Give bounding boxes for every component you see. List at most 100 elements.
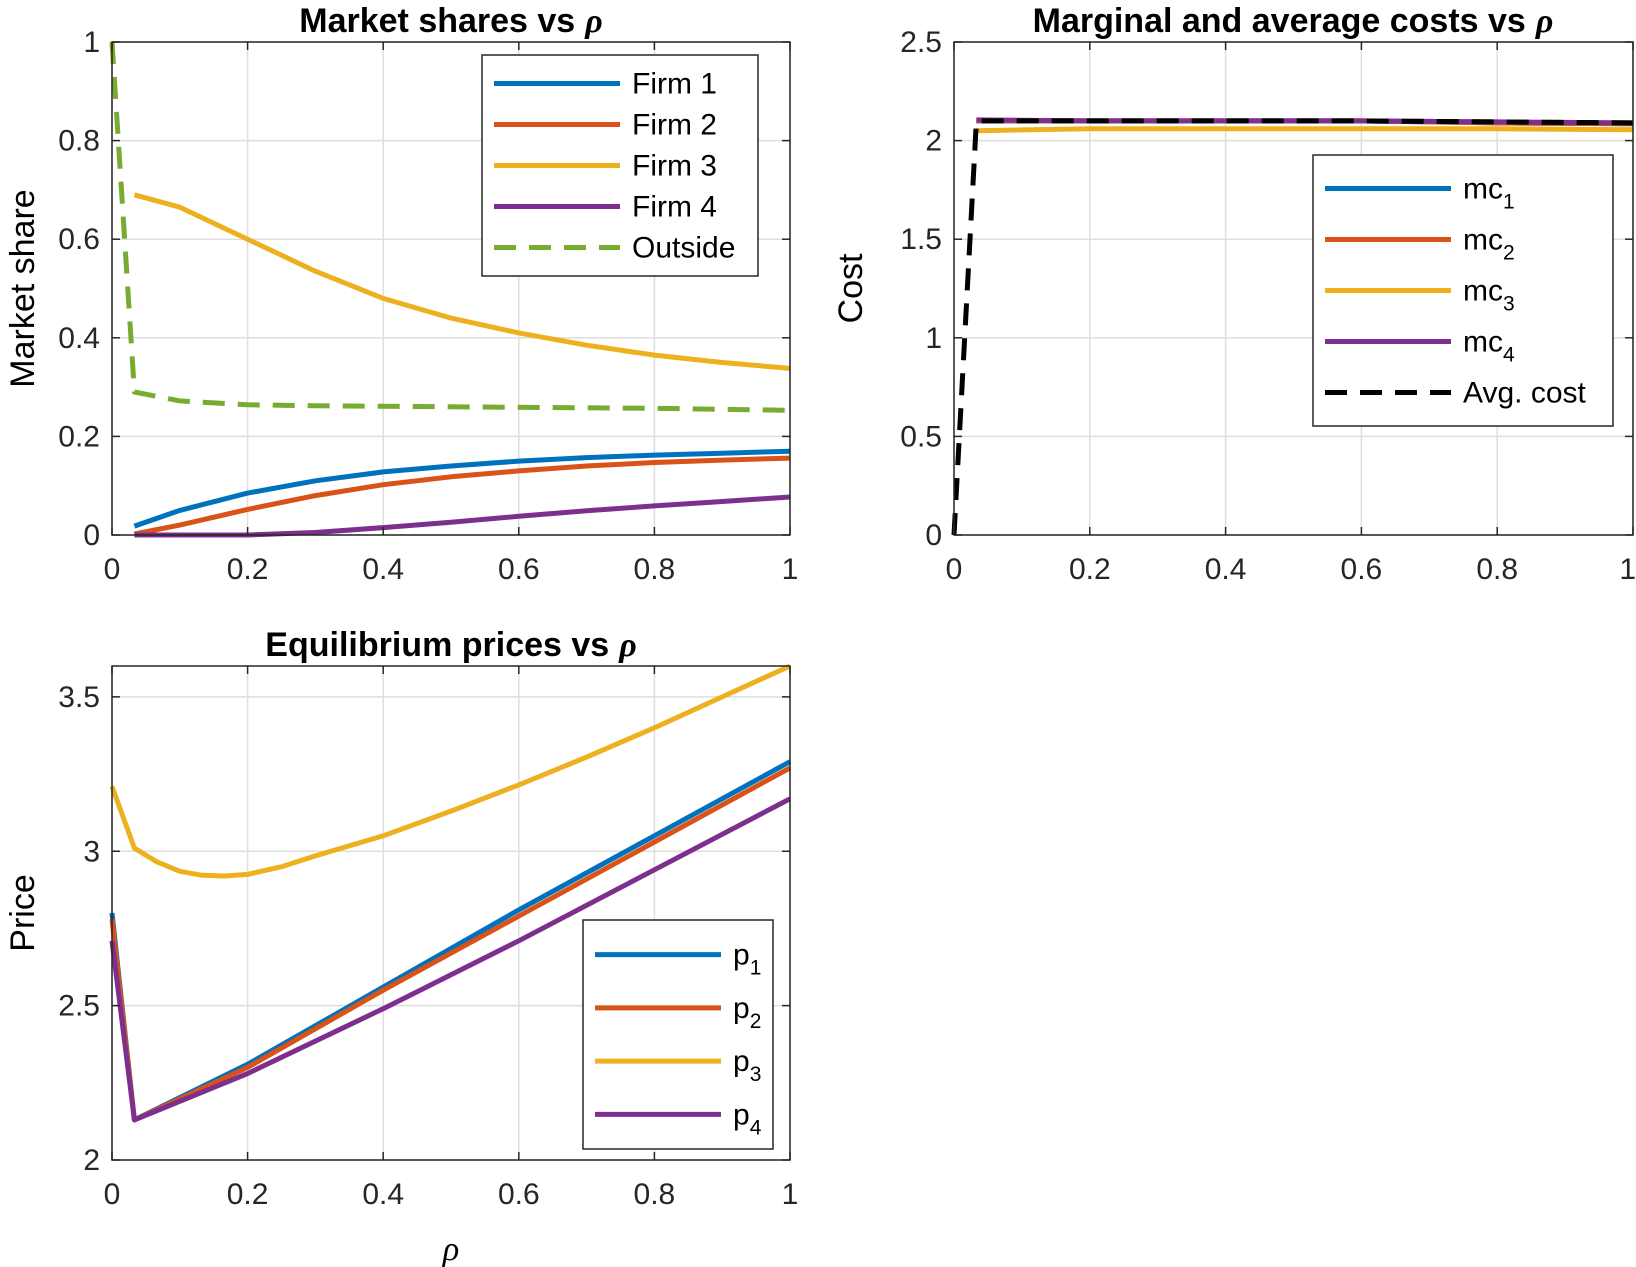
y-axis-label: Cost bbox=[832, 253, 870, 323]
y-tick-label: 2.5 bbox=[58, 990, 100, 1023]
x-tick-label: 0.4 bbox=[1205, 553, 1247, 586]
series-line-3 bbox=[133, 192, 791, 371]
chart-title: Equilibrium prices vs ρ bbox=[265, 626, 636, 664]
chart-title-symbol: ρ bbox=[1535, 3, 1554, 40]
x-tick-label: 0 bbox=[104, 1178, 121, 1211]
legend-entry-subscript: 3 bbox=[750, 1063, 762, 1086]
x-tick-label: 0.6 bbox=[498, 553, 540, 586]
legend-entry-2: mc2 bbox=[1463, 224, 1515, 265]
x-tick-label: 0.2 bbox=[227, 1178, 269, 1211]
series-line-4 bbox=[109, 796, 792, 1123]
x-tick-label: 0.4 bbox=[362, 1178, 404, 1211]
chart-title: Market shares vs ρ bbox=[299, 2, 602, 40]
legend-entry-name: Avg. cost bbox=[1463, 377, 1587, 410]
legend-entry-3: p3 bbox=[733, 1045, 761, 1086]
y-tick-label: 0.4 bbox=[58, 322, 100, 355]
series-line-3 bbox=[976, 126, 1634, 134]
series-line-2 bbox=[133, 455, 791, 537]
legend-entry-subscript: 2 bbox=[1503, 242, 1515, 265]
legend-entry-name: p bbox=[733, 939, 750, 972]
x-tick-label: 0.8 bbox=[634, 553, 676, 586]
chart-title-text: Market shares vs bbox=[299, 2, 575, 40]
legend-entry-subscript: 2 bbox=[750, 1010, 762, 1033]
y-tick-label: 0.8 bbox=[58, 125, 100, 158]
x-tick-label: 1 bbox=[782, 1178, 799, 1211]
x-tick-label: 0.6 bbox=[1341, 553, 1383, 586]
legend-entry-subscript: 4 bbox=[1503, 344, 1515, 367]
legend-entry-name: p bbox=[733, 992, 750, 1025]
chart-title-text: Marginal and average costs vs bbox=[1033, 2, 1526, 40]
legend-entry-name: mc bbox=[1463, 275, 1503, 308]
y-tick-label: 0 bbox=[83, 519, 100, 552]
legend-entry-subscript: 1 bbox=[750, 957, 762, 980]
x-tick-label: 0.6 bbox=[498, 1178, 540, 1211]
y-tick-label: 1.5 bbox=[900, 223, 942, 256]
legend-box bbox=[582, 919, 774, 1150]
legend: Firm 1 Firm 2 Firm 3 Firm 4 Outside bbox=[481, 54, 759, 277]
y-tick-label: 0 bbox=[925, 519, 942, 552]
legend-entry-name: p bbox=[733, 1045, 750, 1078]
legend-entry-3: mc3 bbox=[1463, 275, 1515, 316]
legend-entry-name: mc bbox=[1463, 224, 1503, 257]
legend-entry-1: mc1 bbox=[1463, 173, 1515, 214]
legend-entry-name: mc bbox=[1463, 326, 1503, 359]
legend-entry-subscript: 3 bbox=[1503, 293, 1515, 316]
legend-entry-4: p4 bbox=[733, 1098, 762, 1139]
x-tick-label: 0.8 bbox=[634, 1178, 676, 1211]
legend-entry-4: mc4 bbox=[1463, 326, 1515, 367]
x-tick-label: 0 bbox=[946, 553, 963, 586]
y-tick-label: 2 bbox=[925, 125, 942, 158]
y-tick-label: 0.5 bbox=[900, 420, 942, 453]
y-axis-label: Market share bbox=[4, 189, 42, 387]
series-line-5 bbox=[109, 41, 791, 413]
y-tick-label: 2 bbox=[83, 1144, 100, 1177]
x-tick-label: 0.8 bbox=[1476, 553, 1518, 586]
axes-box bbox=[953, 41, 1634, 536]
legend-entry-5: Avg. cost bbox=[1463, 377, 1587, 410]
y-tick-label: 2.5 bbox=[900, 26, 942, 59]
legend-entry-3: Firm 3 bbox=[632, 150, 717, 183]
axes-box bbox=[111, 665, 791, 1161]
chart-title-symbol: ρ bbox=[618, 627, 637, 664]
legend-entry-subscript: 1 bbox=[1503, 191, 1515, 214]
legend-entry-name: Firm 4 bbox=[632, 191, 717, 224]
legend-entry-name: Firm 3 bbox=[632, 150, 717, 183]
chart-3: 0 0.2 0.4 0.6 0.8 1 2 2.5 3 3.5 Equilibrium prices… bbox=[4, 626, 798, 1267]
legend-entry-5: Outside bbox=[632, 232, 735, 265]
legend-entry-4: Firm 4 bbox=[632, 191, 717, 224]
series-line-3 bbox=[109, 663, 792, 879]
legend-entry-name: Firm 2 bbox=[632, 109, 717, 142]
chart-title-symbol: ρ bbox=[584, 3, 603, 40]
legend-entry-name: Firm 1 bbox=[632, 68, 717, 101]
legend-entry-1: p1 bbox=[733, 939, 761, 980]
y-tick-label: 1 bbox=[925, 322, 942, 355]
legend-entry-1: Firm 1 bbox=[632, 68, 717, 101]
y-tick-label: 1 bbox=[83, 26, 100, 59]
legend-entry-name: mc bbox=[1463, 173, 1503, 206]
x-tick-label: 0 bbox=[104, 553, 121, 586]
x-tick-label: 0.4 bbox=[362, 553, 404, 586]
chart-2: 0 0.2 0.4 0.6 0.8 1 0 0.5 1 1.5 2 2.5 Marginal and a… bbox=[832, 2, 1636, 586]
chart-title: Marginal and average costs vs ρ bbox=[1033, 2, 1554, 40]
series-line-1 bbox=[133, 448, 791, 529]
axes-box bbox=[111, 41, 791, 536]
x-tick-label: 0.2 bbox=[227, 553, 269, 586]
y-axis-label: Price bbox=[4, 874, 42, 951]
y-tick-label: 3.5 bbox=[58, 681, 100, 714]
x-tick-label: 1 bbox=[1619, 553, 1636, 586]
x-tick-label: 1 bbox=[782, 553, 799, 586]
legend-entry-name: p bbox=[733, 1098, 750, 1131]
x-tick-label: 0.2 bbox=[1069, 553, 1111, 586]
chart-title-text: Equilibrium prices vs bbox=[265, 626, 609, 664]
y-tick-label: 3 bbox=[83, 835, 100, 868]
legend-entry-name: Outside bbox=[632, 232, 735, 265]
x-axis-label: ρ bbox=[442, 1231, 459, 1267]
legend-entry-2: p2 bbox=[733, 992, 761, 1033]
legend-entry-2: Firm 2 bbox=[632, 109, 717, 142]
legend-entry-subscript: 4 bbox=[750, 1116, 762, 1139]
y-tick-label: 0.2 bbox=[58, 420, 100, 453]
chart-1: 0 0.2 0.4 0.6 0.8 1 0 0.2 0.4 0.6 0.8 1 Market share… bbox=[4, 2, 798, 586]
